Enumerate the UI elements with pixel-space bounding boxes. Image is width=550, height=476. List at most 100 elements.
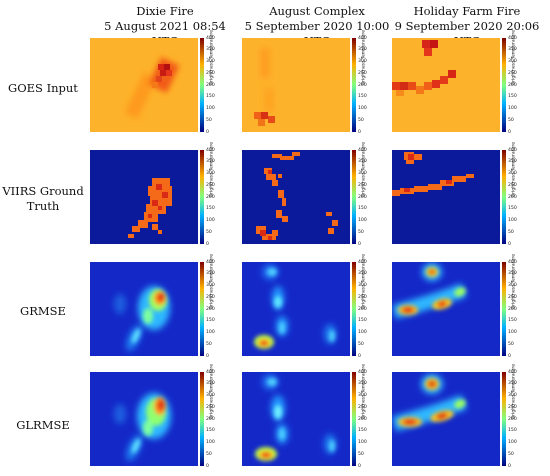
colorbar-tick-label: 300 xyxy=(508,393,517,398)
colorbar-tick-label: 250 xyxy=(206,182,215,188)
heatmap xyxy=(392,38,500,132)
colorbar xyxy=(200,38,204,132)
row-label-glrmse: GLRMSE xyxy=(0,418,86,433)
panel-grmse-holiday: 0 50 100 150 200 250 300 350 400 Brightness Temp… xyxy=(392,254,542,364)
colorbar xyxy=(502,262,506,356)
colorbar xyxy=(200,262,204,356)
colorbar-label: Brightness Temperature xyxy=(209,141,215,197)
colorbar-tick-label: 350 xyxy=(206,159,215,165)
colorbar-tick-label: 250 xyxy=(358,404,367,410)
panel-viirs-august: 0 50 100 150 200 250 300 350 400 Brightness Temp… xyxy=(242,142,392,252)
colorbar-tick-label: 400 xyxy=(358,369,367,375)
colorbar-tick-label: 300 xyxy=(358,283,367,288)
colorbar-tick-label: 400 xyxy=(206,259,215,265)
colorbar-tick-label: 300 xyxy=(206,59,215,64)
colorbar xyxy=(200,150,204,244)
heatmap xyxy=(90,372,198,466)
row-label-goes: GOES Input xyxy=(0,81,86,96)
colorbar-tick-label: 50 xyxy=(206,451,212,457)
panel-grmse-dixie: 0 50 100 150 200 250 300 350 400 Brightness Temp… xyxy=(90,254,240,364)
heatmap xyxy=(242,150,350,244)
colorbar-tick-label: 200 xyxy=(508,194,517,200)
heatmap xyxy=(90,150,198,244)
colorbar-tick-label: 150 xyxy=(206,428,215,434)
colorbar-tick-label: 350 xyxy=(206,271,215,277)
column-title: Dixie Fire xyxy=(136,4,194,18)
colorbar-tick-label: 50 xyxy=(508,117,514,123)
heatmap xyxy=(90,38,198,132)
colorbar-tick-label: 200 xyxy=(206,194,215,200)
colorbar-tick-label: 300 xyxy=(508,59,517,64)
colorbar-tick-label: 150 xyxy=(358,94,367,100)
colorbar xyxy=(502,38,506,132)
colorbar-tick-label: 150 xyxy=(358,428,367,434)
colorbar-label: Brightness Temperature xyxy=(511,363,517,419)
colorbar-tick-label: 400 xyxy=(206,35,215,41)
colorbar-tick-label: 250 xyxy=(206,294,215,300)
colorbar-tick-label: 200 xyxy=(358,194,367,200)
colorbar-tick-label: 400 xyxy=(508,147,517,153)
colorbar-tick-label: 300 xyxy=(206,393,215,398)
colorbar-tick-label: 350 xyxy=(508,381,517,387)
row-label-line: VIIRS Ground xyxy=(2,184,84,198)
colorbar-tick-label: 250 xyxy=(358,182,367,188)
colorbar-tick-label: 150 xyxy=(206,206,215,212)
column-title: Holiday Farm Fire xyxy=(413,4,521,18)
colorbar-tick-label: 0 xyxy=(358,353,361,359)
heatmap xyxy=(392,150,500,244)
heatmap xyxy=(242,38,350,132)
colorbar-tick-label: 300 xyxy=(358,171,367,176)
colorbar-tick-label: 350 xyxy=(358,47,367,53)
colorbar-label: Brightness Temperature xyxy=(511,141,517,197)
colorbar-tick-label: 50 xyxy=(206,117,212,123)
colorbar-tick-label: 400 xyxy=(206,369,215,375)
colorbar-tick-label: 50 xyxy=(508,451,514,457)
colorbar-tick-label: 150 xyxy=(206,318,215,324)
colorbar-tick-label: 0 xyxy=(358,463,361,469)
colorbar-tick-label: 100 xyxy=(206,106,215,111)
colorbar-tick-label: 350 xyxy=(508,159,517,165)
panel-goes-holiday: 0 50 100 150 200 250 300 350 400 Brightness Temp… xyxy=(392,30,542,140)
panel-glrmse-august: 0 50 100 150 200 250 300 350 400 Brightness Temp… xyxy=(242,364,392,474)
colorbar-tick-label: 100 xyxy=(206,218,215,223)
colorbar-tick-label: 250 xyxy=(206,70,215,76)
colorbar-label: Brightness Temperature xyxy=(361,29,367,85)
row-label-line: GRMSE xyxy=(20,304,66,318)
colorbar-label: Brightness Temperature xyxy=(361,363,367,419)
colorbar-tick-label: 0 xyxy=(508,129,511,135)
colorbar-tick-label: 200 xyxy=(206,306,215,312)
colorbar-tick-label: 200 xyxy=(358,306,367,312)
colorbar-tick-label: 100 xyxy=(358,330,367,335)
colorbar-tick-label: 0 xyxy=(206,129,209,135)
row-label-grmse: GRMSE xyxy=(0,304,86,319)
colorbar-tick-label: 300 xyxy=(358,393,367,398)
colorbar-tick-label: 0 xyxy=(206,463,209,469)
colorbar-tick-label: 250 xyxy=(206,404,215,410)
panel-grmse-august: 0 50 100 150 200 250 300 350 400 Brightness Temp… xyxy=(242,254,392,364)
colorbar-label: Brightness Temperature xyxy=(511,29,517,85)
colorbar-tick-label: 400 xyxy=(508,35,517,41)
colorbar-tick-label: 0 xyxy=(508,241,511,247)
colorbar xyxy=(352,150,356,244)
heatmap xyxy=(90,262,198,356)
colorbar-tick-label: 50 xyxy=(206,229,212,235)
colorbar xyxy=(200,372,204,466)
colorbar-tick-label: 100 xyxy=(358,218,367,223)
colorbar-tick-label: 350 xyxy=(206,381,215,387)
colorbar-tick-label: 150 xyxy=(508,428,517,434)
colorbar-tick-label: 350 xyxy=(508,47,517,53)
colorbar-tick-label: 200 xyxy=(508,306,517,312)
colorbar-tick-label: 100 xyxy=(508,106,517,111)
colorbar-tick-label: 150 xyxy=(206,94,215,100)
panel-glrmse-dixie: 0 50 100 150 200 250 300 350 400 Brightness Temp… xyxy=(90,364,240,474)
colorbar-tick-label: 200 xyxy=(206,82,215,88)
colorbar-tick-label: 300 xyxy=(508,283,517,288)
colorbar-tick-label: 50 xyxy=(508,229,514,235)
colorbar-tick-label: 0 xyxy=(508,353,511,359)
colorbar-tick-label: 250 xyxy=(508,70,517,76)
colorbar-tick-label: 50 xyxy=(358,451,364,457)
panel-glrmse-holiday: 0 50 100 150 200 250 300 350 400 Brightness Temp… xyxy=(392,364,542,474)
colorbar-tick-label: 100 xyxy=(358,106,367,111)
row-label-viirs: VIIRS Ground Truth xyxy=(0,184,86,214)
